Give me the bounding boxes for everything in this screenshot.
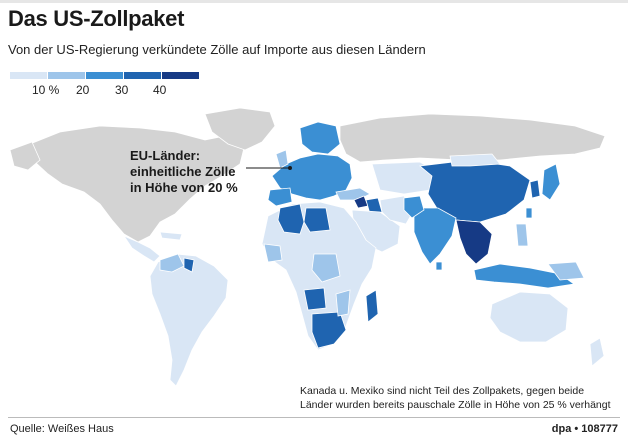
- legend-swatch-4: [124, 72, 161, 79]
- legend-label-20: 20: [76, 83, 90, 97]
- bottom-rule: [8, 417, 620, 418]
- page-subtitle: Von der US-Regierung verkündete Zölle au…: [8, 42, 426, 57]
- region-guyana: [183, 257, 195, 273]
- region-korea: [529, 179, 541, 199]
- region-europe: [271, 153, 353, 201]
- color-legend: 10 % 20 30 40: [10, 72, 200, 102]
- region-taiwan: [525, 207, 533, 219]
- callout-line-2: einheitliche Zölle: [130, 164, 236, 179]
- region-new-zealand: [589, 337, 605, 367]
- region-central-africa: [311, 253, 341, 283]
- region-angola: [303, 287, 327, 311]
- legend-swatches: [10, 72, 200, 79]
- world-map: [0, 104, 628, 402]
- region-mongolia: [449, 153, 501, 167]
- legend-swatch-2: [48, 72, 85, 79]
- region-sri-lanka: [435, 261, 443, 271]
- legend-swatch-3: [86, 72, 123, 79]
- region-scandinavia: [299, 121, 341, 155]
- region-papua: [547, 261, 585, 281]
- footnote-line-2: Länder wurden bereits pauschale Zölle in…: [300, 399, 611, 411]
- legend-label-10: 10 %: [32, 83, 60, 97]
- page-title: Das US-Zollpaket: [8, 6, 185, 31]
- agency-credit: dpa • 108777: [551, 423, 618, 435]
- region-russia: [339, 113, 606, 163]
- callout-leader-dot: [288, 166, 292, 170]
- region-algeria: [277, 203, 305, 235]
- legend-swatch-1: [10, 72, 47, 79]
- source-credit: Quelle: Weißes Haus: [10, 423, 114, 435]
- region-japan: [541, 163, 561, 201]
- legend-label-40: 40: [153, 83, 167, 97]
- region-venezuela: [159, 253, 185, 273]
- region-southeast-asia: [455, 219, 493, 265]
- legend-label-30: 30: [115, 83, 129, 97]
- region-mozambique: [335, 289, 351, 317]
- region-india: [413, 207, 457, 265]
- region-west-africa: [263, 243, 283, 263]
- top-rule: [0, 0, 628, 3]
- world-map-svg: [0, 104, 628, 402]
- eu-callout: EU-Länder: einheitliche Zölle in Höhe vo…: [130, 148, 238, 196]
- region-china: [419, 159, 531, 223]
- region-australia: [489, 291, 569, 343]
- callout-line-3: in Höhe von 20 %: [130, 180, 238, 195]
- legend-swatch-5: [162, 72, 199, 79]
- region-caribbean: [159, 231, 183, 241]
- region-south-america: [149, 253, 229, 387]
- region-philippines: [515, 223, 529, 247]
- region-uk: [275, 149, 289, 169]
- region-greenland: [204, 107, 276, 151]
- region-central-america: [122, 235, 161, 263]
- region-iberia: [267, 187, 293, 207]
- callout-line-1: EU-Länder:: [130, 148, 201, 163]
- region-libya: [303, 207, 331, 233]
- region-pakistan: [403, 195, 425, 219]
- region-madagascar: [365, 289, 379, 323]
- region-alaska: [9, 141, 41, 171]
- region-indonesia: [473, 263, 576, 289]
- region-north-america: [29, 125, 246, 243]
- footnote-line-1: Kanada u. Mexiko sind nicht Teil des Zol…: [300, 385, 585, 397]
- footnote: Kanada u. Mexiko sind nicht Teil des Zol…: [300, 384, 611, 412]
